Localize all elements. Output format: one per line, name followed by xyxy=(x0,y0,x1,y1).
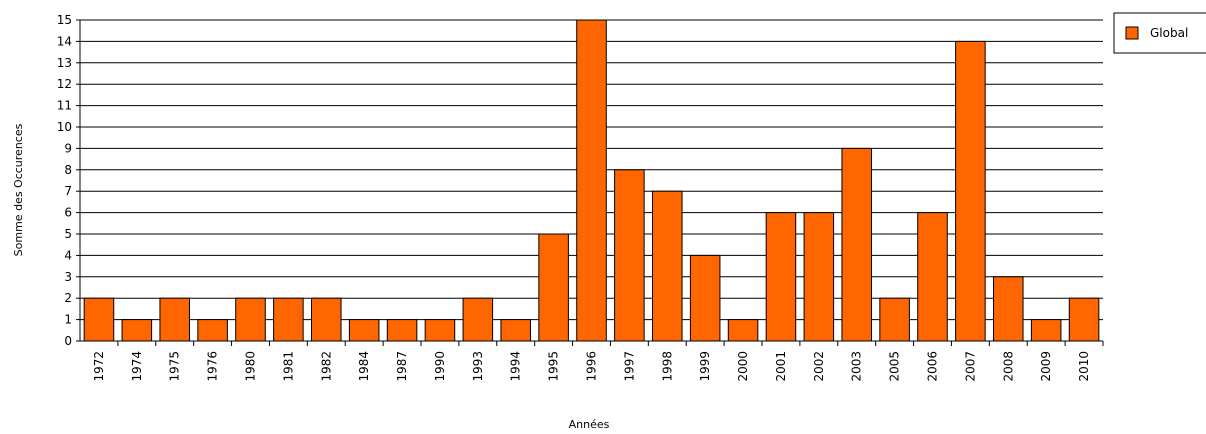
x-tick-label: 2006 xyxy=(926,351,940,382)
x-axis-ticks: 1972 1974 1975 1976 1980 1981 1982 1984 1987 1990… xyxy=(92,341,1104,382)
bar-1987 xyxy=(386,319,418,342)
y-tick-label: 12 xyxy=(57,77,72,91)
y-tick-label: 11 xyxy=(57,99,72,113)
x-tick-label: 2005 xyxy=(888,351,902,382)
x-tick-label: 2010 xyxy=(1077,351,1091,382)
bar-2009 xyxy=(1030,319,1062,342)
bar-1982 xyxy=(311,297,342,342)
bar-2000 xyxy=(727,319,759,342)
x-axis-title: Années xyxy=(569,418,610,431)
x-tick-label: 2008 xyxy=(1001,351,1015,382)
bar-1993 xyxy=(462,297,494,342)
bar-2001 xyxy=(765,212,797,342)
x-tick-label: 1993 xyxy=(471,351,485,382)
y-tick-label: 4 xyxy=(64,248,72,262)
y-axis-title: Somme des Occurences xyxy=(12,123,25,256)
bar-1974 xyxy=(121,319,153,342)
x-tick-label: 1998 xyxy=(660,351,674,382)
bar-1981 xyxy=(273,297,304,342)
x-tick-label: 2001 xyxy=(774,351,788,382)
bar-1972 xyxy=(83,297,115,342)
x-tick-label: 1984 xyxy=(357,351,371,382)
y-tick-label: 3 xyxy=(64,270,72,284)
bar-1999 xyxy=(689,254,721,342)
x-tick-label: 1972 xyxy=(92,351,106,382)
bar-1994 xyxy=(500,319,531,342)
bar-2002 xyxy=(803,212,835,342)
y-tick-label: 6 xyxy=(64,206,72,220)
legend-swatch-global xyxy=(1125,26,1139,40)
x-tick-label: 1996 xyxy=(585,351,599,382)
bar-1997 xyxy=(614,169,645,342)
bars-group xyxy=(83,19,1100,342)
x-tick-label: 1975 xyxy=(168,351,182,382)
y-tick-label: 14 xyxy=(57,34,72,48)
x-tick-label: 1987 xyxy=(395,351,409,382)
x-tick-label: 2000 xyxy=(736,351,750,382)
y-tick-label: 13 xyxy=(57,56,72,70)
x-tick-label: 1999 xyxy=(698,351,712,382)
y-tick-label: 15 xyxy=(57,13,72,27)
y-tick-label: 10 xyxy=(57,120,72,134)
x-tick-label: 2003 xyxy=(850,351,864,382)
bar-1984 xyxy=(348,319,380,342)
bar-1996 xyxy=(576,19,607,342)
y-tick-label: 8 xyxy=(64,163,72,177)
bar-2007 xyxy=(955,40,986,342)
y-tick-label: 2 xyxy=(64,291,72,305)
x-tick-label: 1981 xyxy=(281,351,295,382)
bar-2005 xyxy=(879,297,910,342)
y-tick-label: 5 xyxy=(64,227,72,241)
bar-2006 xyxy=(917,212,948,342)
x-tick-label: 1976 xyxy=(206,351,220,382)
x-tick-label: 2007 xyxy=(963,351,977,382)
y-tick-label: 1 xyxy=(64,313,72,327)
x-tick-label: 1980 xyxy=(244,351,258,382)
x-tick-label: 2009 xyxy=(1039,351,1053,382)
y-tick-label: 9 xyxy=(64,141,72,155)
x-tick-label: 1974 xyxy=(130,351,144,382)
bar-1990 xyxy=(424,319,456,342)
bar-1998 xyxy=(652,190,683,342)
bar-2003 xyxy=(841,147,872,342)
bar-1975 xyxy=(159,297,190,342)
x-tick-label: 2002 xyxy=(812,351,826,382)
x-tick-label: 1995 xyxy=(547,351,561,382)
x-tick-label: 1990 xyxy=(433,351,447,382)
y-tick-label: 7 xyxy=(64,184,72,198)
bar-1995 xyxy=(538,233,569,342)
legend-label-global: Global xyxy=(1150,26,1188,40)
bar-2008 xyxy=(993,276,1024,342)
x-tick-label: 1982 xyxy=(319,351,333,382)
legend: Global xyxy=(1113,12,1206,54)
bar-1976 xyxy=(197,319,228,342)
x-tick-label: 1997 xyxy=(622,351,636,382)
bar-1980 xyxy=(235,297,266,342)
bar-2010 xyxy=(1068,297,1100,342)
x-tick-label: 1994 xyxy=(509,351,523,382)
y-tick-label: 0 xyxy=(64,334,72,348)
